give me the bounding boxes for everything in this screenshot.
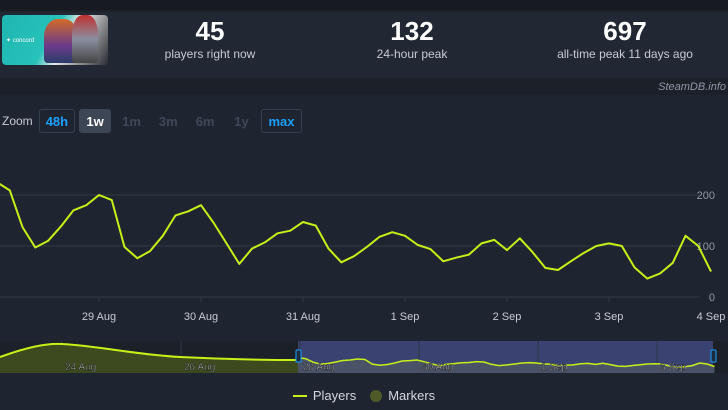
stat-value: 45 bbox=[195, 16, 225, 46]
zoom-1w-button[interactable]: 1w bbox=[79, 109, 112, 133]
navigator-tick-label: 30 Aug bbox=[422, 362, 453, 373]
players-swatch bbox=[292, 394, 307, 397]
x-tick-label: 31 Aug bbox=[286, 311, 320, 323]
zoom-max-button[interactable]: max bbox=[261, 109, 302, 133]
players-line bbox=[0, 183, 712, 280]
navigator[interactable]: 24 Aug 26 Aug 28 Aug 30 Aug 1 Sep 3 Sep bbox=[0, 341, 728, 373]
zoom-selector: Zoom 48h 1w 1m 3m 6m 1y max bbox=[2, 109, 302, 133]
navigator-tick-label: 1 Sep bbox=[541, 362, 568, 373]
stat-24h-peak: 132 24-hour peak bbox=[352, 16, 472, 62]
navigator-tick-label: 3 Sep bbox=[660, 362, 687, 373]
x-tick-label: 29 Aug bbox=[82, 311, 116, 323]
legend-label: Markers bbox=[388, 388, 436, 403]
character-art bbox=[72, 15, 98, 63]
navigator-line bbox=[297, 357, 715, 368]
navigator-tick-label: 26 Aug bbox=[184, 362, 215, 373]
navigator-right-handle[interactable] bbox=[710, 349, 717, 363]
navigator-left-handle[interactable] bbox=[295, 349, 302, 363]
zoom-3m-button[interactable]: 3m bbox=[158, 113, 178, 129]
y-tick-label: 0 bbox=[709, 292, 715, 304]
stats-panel bbox=[0, 12, 728, 78]
x-tick-label: 30 Aug bbox=[184, 311, 218, 323]
legend-item-players[interactable]: Players bbox=[292, 388, 357, 403]
stat-label: all-time peak 11 days ago bbox=[557, 47, 693, 61]
y-tick-label: 200 bbox=[697, 190, 715, 202]
zoom-6m-button[interactable]: 6m bbox=[195, 113, 215, 129]
zoom-1m-button[interactable]: 1m bbox=[122, 113, 141, 129]
steamdb-credit-link[interactable]: SteamDB.info bbox=[658, 81, 726, 93]
legend-label: Players bbox=[312, 388, 357, 403]
x-tick-label: 2 Sep bbox=[493, 311, 522, 323]
zoom-label: Zoom bbox=[2, 114, 33, 128]
game-capsule-image[interactable]: ✦ concord bbox=[2, 15, 108, 65]
top-strip bbox=[0, 0, 728, 10]
stat-current-players: 45 players right now bbox=[150, 16, 270, 62]
navigator-tick-label: 24 Aug bbox=[65, 362, 96, 373]
stat-all-time-peak: 697 all-time peak 11 days ago bbox=[540, 16, 710, 62]
x-tick-label: 4 Sep bbox=[697, 311, 726, 323]
legend: Players Markers bbox=[0, 388, 728, 403]
zoom-48h-button[interactable]: 48h bbox=[38, 109, 76, 133]
legend-item-markers[interactable]: Markers bbox=[370, 388, 435, 403]
stat-value: 132 bbox=[390, 16, 434, 46]
markers-area bbox=[0, 343, 298, 373]
zoom-1y-button[interactable]: 1y bbox=[234, 113, 249, 129]
stat-value: 697 bbox=[603, 16, 647, 46]
stat-label: 24-hour peak bbox=[376, 47, 448, 61]
x-tick-label: 3 Sep bbox=[595, 311, 624, 323]
navigator-tick-label: 28 Aug bbox=[303, 362, 334, 373]
game-logo: ✦ concord bbox=[6, 38, 35, 44]
navigator-line-early bbox=[0, 342, 299, 361]
stat-label: players right now bbox=[164, 47, 256, 61]
markers-swatch bbox=[370, 389, 383, 402]
x-tick-label: 1 Sep bbox=[391, 311, 420, 323]
